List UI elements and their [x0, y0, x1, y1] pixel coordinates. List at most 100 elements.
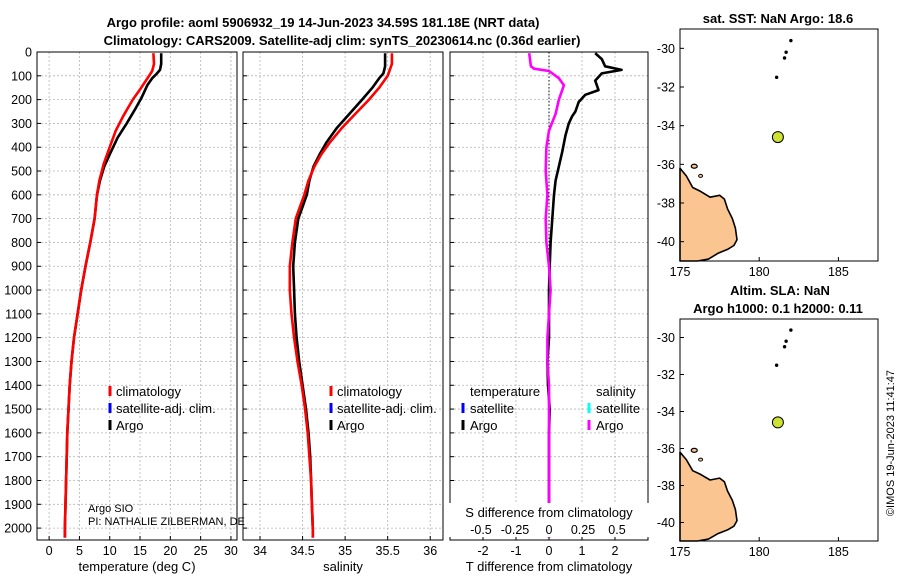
difference-xtick-label: 0: [546, 544, 553, 558]
sst-map-panel: 175 180 185 -30 -32 -34 -36 -38 -40 sat. SST: NaN…: [657, 11, 879, 279]
map_sst-ytick-label: -34: [657, 119, 675, 133]
salinity-panel: 34 34.5 35 35.5 36 salinity climatology satelli…: [242, 51, 444, 574]
map_sst-xtick-label: 175: [670, 265, 691, 279]
depth-tick-label: 1100: [5, 307, 32, 321]
map_sst-land: [679, 167, 738, 262]
depth-tick-label: 1300: [4, 355, 32, 369]
map_sst-ytick-label: -32: [657, 81, 675, 95]
map_sst-island: [690, 163, 698, 169]
difference-xtick-label: 2: [612, 544, 619, 558]
depth-tick-label: 300: [11, 117, 32, 131]
sla-map-title: Altim. SLA: NaN: [730, 283, 830, 298]
sst-map-title: sat. SST: NaN Argo: 18.6: [703, 11, 854, 26]
difference-xtick-label: -2: [477, 544, 488, 558]
depth-tick-label: 2000: [4, 522, 32, 536]
map_sst-track-point: [774, 75, 779, 80]
difference-legend-t-label: Argo: [470, 418, 497, 433]
map_sla-island: [698, 457, 704, 462]
difference-legend-t-label: satellite: [470, 401, 514, 416]
map_sst-ytick-label: -30: [657, 42, 675, 56]
map_sla-ytick-label: -36: [657, 442, 675, 456]
map_sla-track-point: [789, 328, 793, 332]
legend-salinity-title: salinity: [596, 384, 636, 399]
salinity-series-climatology: [288, 53, 394, 538]
temperature-xtick-label: 15: [133, 544, 147, 558]
salinity-xtick-label: 36: [423, 544, 437, 558]
map_sla-float-position: [771, 416, 784, 429]
temperature-xtick-label: 5: [76, 544, 83, 558]
sla-map-subtitle: Argo h1000: 0.1 h2000: 0.11: [693, 301, 863, 316]
difference-series-s-difference-argo: [527, 53, 566, 538]
temperature-xtick-label: 25: [194, 544, 208, 558]
depth-tick-label: 100: [11, 69, 32, 83]
s-difference-tick-label: 0.25: [571, 523, 595, 537]
map_sst-track-point: [782, 56, 787, 60]
temperature-xlabel: temperature (deg C): [78, 559, 195, 574]
s-difference-tick-label: -0.25: [501, 523, 530, 537]
salinity-xtick-label: 35.5: [376, 544, 400, 558]
map_sla-track-point: [784, 339, 788, 343]
difference-legend-s-label: satellite: [596, 401, 640, 416]
upper-axis-backdrop: [448, 503, 650, 537]
depth-tick-label: 900: [11, 260, 32, 274]
map_sst-xtick-label: 185: [828, 265, 849, 279]
s-difference-tick-label: 0.5: [608, 523, 625, 537]
map_sst-axes-frame: [679, 28, 879, 262]
salinity-legend-label: satellite-adj. clim.: [337, 401, 437, 416]
depth-tick-label: 700: [11, 212, 32, 226]
salinity-xtick-label: 34.5: [290, 544, 314, 558]
depth-tick-label: 1600: [4, 426, 32, 440]
map_sst-ytick-label: -38: [657, 197, 675, 211]
salinity-axes-frame: [242, 51, 444, 541]
depth-tick-label: 1900: [4, 498, 32, 512]
depth-tick-label: 200: [11, 93, 32, 107]
depth-tick-label: 400: [11, 141, 32, 155]
temperature-xtick-label: 0: [46, 544, 53, 558]
temperature-axes-frame: [36, 51, 238, 541]
salinity-legend-label: Argo: [337, 418, 364, 433]
salinity-xtick-label: 35: [338, 544, 352, 558]
map_sst-ytick-label: -40: [657, 235, 675, 249]
difference-legend-s-label: Argo: [596, 418, 623, 433]
map_sla-track-point: [782, 345, 787, 349]
salinity-xtick-label: 34: [253, 544, 267, 558]
temperature-xtick-label: 30: [224, 544, 238, 558]
map_sla-ytick-label: -32: [657, 368, 675, 382]
map_sla-ytick-label: -34: [657, 405, 675, 419]
temperature-legend-label: satellite-adj. clim.: [116, 401, 216, 416]
map_sst-ytick-label: -36: [657, 158, 675, 172]
depth-tick-label: 1700: [4, 450, 32, 464]
figure-title-line1: Argo profile: aoml 5906932_19 14-Jun-202…: [107, 15, 540, 30]
legend-temperature-title: temperature: [470, 384, 540, 399]
credit-line1: Argo SIO: [88, 503, 134, 515]
temperature-legend-label: Argo: [116, 418, 143, 433]
depth-tick-label: 800: [11, 236, 32, 250]
depth-tick-label: 0: [25, 46, 32, 60]
difference-series-t-difference-argo: [546, 52, 623, 538]
sla-map-panel: 175 180 185 -30 -32 -34 -36 -38 -40 Altim. SLA: N…: [657, 283, 879, 559]
difference-xtick-label: -1: [510, 544, 521, 558]
temperature-series-climatology: [63, 53, 156, 538]
credit-line2: PI: NATHALIE ZILBERMAN, DE: [88, 516, 245, 528]
difference-xtick-label: 1: [579, 544, 586, 558]
s-difference-label: S difference from climatology: [465, 505, 633, 520]
difference-xlabel: T difference from climatology: [466, 559, 633, 574]
s-difference-tick-label: -0.5: [470, 523, 492, 537]
map_sla-ytick-label: -40: [657, 516, 675, 530]
depth-tick-label: 1400: [4, 379, 32, 393]
salinity-xlabel: salinity: [323, 559, 363, 574]
temperature-xtick-label: 10: [103, 544, 117, 558]
map_sla-land: [679, 451, 738, 542]
map_sst-track-point: [789, 38, 793, 43]
temperature-legend-label: climatology: [116, 384, 182, 399]
map_sla-island: [690, 447, 698, 453]
depth-tick-label: 1800: [4, 474, 32, 488]
timestamp-stamp: ©IMOS 19-Jun-2023 11:41:47: [885, 370, 897, 516]
map_sst-xtick-label: 180: [749, 265, 770, 279]
temperature-panel: 0 5 10 15 20 25 300100200300400500600700800900…: [4, 46, 238, 575]
depth-tick-label: 1200: [4, 331, 32, 345]
map_sla-track-point: [774, 363, 779, 367]
map_sst-island: [698, 173, 704, 178]
s-difference-tick-label: 0: [546, 523, 553, 537]
temperature-xtick-label: 20: [163, 544, 177, 558]
